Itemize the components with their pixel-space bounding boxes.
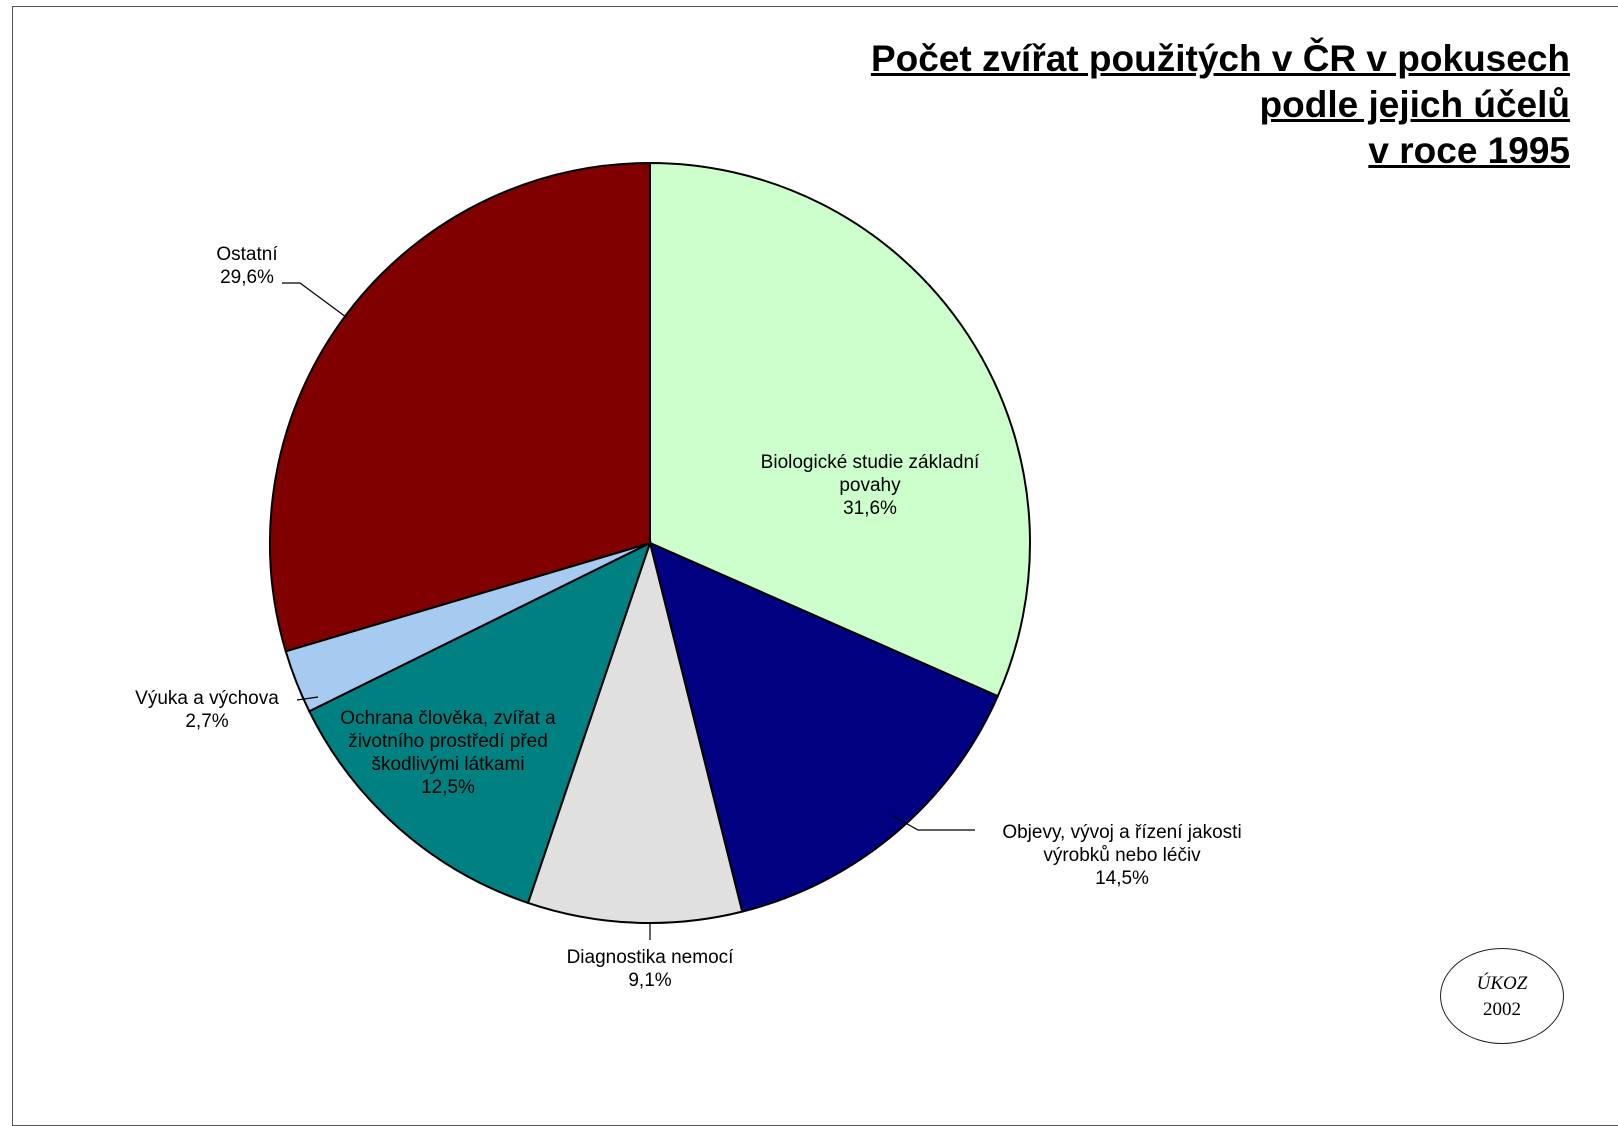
slice-label-2: Diagnostika nemocí 9,1% bbox=[567, 947, 735, 991]
slice-label-3: Ochrana člověka, zvířat a životního prost… bbox=[340, 708, 556, 798]
chart-title-line-2: podle jejich účelů bbox=[1259, 84, 1570, 125]
pie-slice-1 bbox=[648, 541, 1000, 913]
slice-label-4: Výuka a výchova 2,7% bbox=[135, 688, 279, 732]
chart-title-line-1: Počet zvířat použitých v ČR v pokusech bbox=[870, 38, 1570, 79]
slice-label-text: výrobků nebo léčiv bbox=[1043, 845, 1201, 866]
pie-slice-2 bbox=[526, 539, 744, 924]
slice-value-label: 9,1% bbox=[628, 970, 671, 991]
slice-label-text: Ostatní bbox=[216, 244, 278, 265]
slice-label-text: Ochrana člověka, zvířat a bbox=[340, 708, 556, 729]
chart-title-line-3: v roce 1995 bbox=[1368, 130, 1570, 171]
slice-label-5: Ostatní 29,6% bbox=[216, 244, 278, 288]
stamp-year: 2002 bbox=[1483, 999, 1521, 1020]
slice-value-label: 12,5% bbox=[421, 777, 475, 798]
slice-label-text: škodlivými látkami bbox=[371, 754, 524, 775]
slice-label-text: Výuka a výchova bbox=[135, 688, 279, 709]
slice-label-text: Objevy, vývoj a řízení jakosti bbox=[1002, 822, 1241, 843]
slice-label-0: Biologické studie základní povahy 31,6% bbox=[761, 452, 980, 519]
slice-label-text: životního prostředí před bbox=[348, 731, 548, 752]
pie-slice-5 bbox=[269, 161, 651, 653]
slice-value-label: 14,5% bbox=[1095, 868, 1149, 889]
leader-line-4 bbox=[296, 696, 319, 701]
leader-line-1 bbox=[892, 815, 975, 831]
leader-line-5 bbox=[282, 282, 347, 318]
pie-slice-0 bbox=[649, 161, 1031, 698]
slice-value-label: 2,7% bbox=[185, 711, 228, 732]
slice-value-label: 29,6% bbox=[220, 267, 274, 288]
slice-label-text: povahy bbox=[839, 475, 901, 496]
slice-value-label: 31,6% bbox=[843, 498, 897, 519]
pie-slice-3 bbox=[307, 541, 652, 905]
slice-label-1: Objevy, vývoj a řízení jakosti výrobků ne… bbox=[1002, 822, 1241, 889]
pie-chart: Biologické studie základní povahy 31,6% Obj… bbox=[135, 161, 1242, 991]
chart-title: Počet zvířat použitých v ČR v pokusech p… bbox=[871, 36, 1570, 174]
ukoz-stamp: ÚKOZ 2002 bbox=[1440, 948, 1564, 1044]
slice-label-text: Diagnostika nemocí bbox=[567, 947, 735, 968]
stamp-org: ÚKOZ bbox=[1476, 973, 1528, 994]
slice-label-text: Biologické studie základní bbox=[761, 452, 980, 473]
